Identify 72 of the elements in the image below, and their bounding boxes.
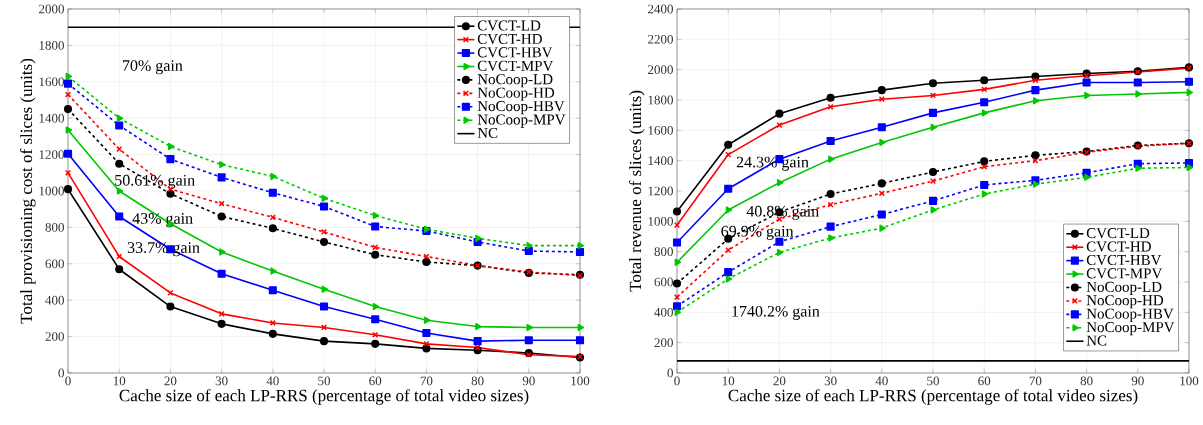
y-axis-title: Total provisioning cost of slices (units) [19, 58, 36, 324]
y-tick-label: 0 [58, 368, 64, 378]
legend-label: CVCT-MPV [477, 60, 554, 71]
legend-label: NoCoop-MPV [477, 114, 566, 128]
x-tick-label: 0 [674, 376, 680, 386]
x-tick-label: 20 [773, 376, 786, 386]
legend-label: CVCT-MPV [1086, 268, 1163, 279]
legend-label: NoCoop-LD [1086, 281, 1162, 295]
legend-label: CVCT-LD [1086, 228, 1150, 239]
x-tick-label: 80 [471, 376, 484, 386]
y-tick-label: 400 [45, 295, 64, 305]
legend-label: NoCoop-HBV [1086, 308, 1174, 322]
y-tick-label: 2000 [648, 65, 673, 75]
x-axis-title: Cache size of each LP-RRS (percentage of total video sizes) [119, 389, 529, 405]
y-tick-label: 200 [45, 332, 64, 341]
x-tick-label: 100 [571, 376, 590, 386]
x-tick-label: 0 [65, 376, 71, 386]
y-tick-label: 2000 [39, 4, 64, 14]
x-tick-label: 70 [1029, 376, 1042, 386]
x-tick-label: 100 [1180, 376, 1199, 386]
y-tick-label: 1400 [648, 156, 673, 166]
x-tick-label: 20 [164, 376, 177, 386]
y-tick-label: 1400 [39, 113, 64, 123]
legend-label: NoCoop-LD [477, 74, 553, 88]
legend-label: NoCoop-MPV [1086, 322, 1175, 336]
legend-label: NC [1086, 335, 1107, 346]
y-tick-label: 0 [667, 368, 673, 378]
y-tick-label: 600 [654, 277, 673, 287]
x-tick-label: 30 [824, 376, 837, 386]
y-tick-label: 1800 [648, 95, 673, 105]
y-tick-label: 400 [654, 307, 673, 317]
legend-label: NoCoop-HBV [477, 101, 565, 115]
x-tick-label: 70 [420, 376, 433, 386]
y-tick-label: 1600 [648, 125, 673, 135]
x-tick-label: 80 [1080, 376, 1093, 386]
legend-label: CVCT-HBV [1086, 254, 1162, 266]
x-tick-label: 40 [266, 376, 279, 386]
y-tick-label: 1200 [39, 150, 64, 159]
x-tick-label: 60 [978, 376, 991, 386]
x-tick-label: 50 [318, 376, 331, 386]
x-tick-label: 50 [927, 376, 939, 386]
x-tick-label: 10 [113, 376, 126, 386]
y-tick-label: 200 [654, 338, 673, 348]
legend-label: NC [477, 127, 498, 138]
annotation: 50.61% gain [115, 174, 195, 189]
legend-label: NoCoop-HD [477, 87, 555, 101]
y-axis-title: Total revenue of slices (units) [629, 90, 645, 292]
x-axis-title: Cache size of each LP-RRS (percentage of total video sizes) [728, 389, 1138, 405]
y-tick-label: 2200 [648, 34, 673, 44]
y-tick-label: 800 [45, 223, 64, 232]
y-tick-label: 1000 [648, 216, 673, 226]
legend-label: CVCT-HD [477, 33, 542, 45]
legend-label: NoCoop-HD [1086, 295, 1164, 309]
y-tick-label: 1000 [39, 186, 64, 196]
y-tick-label: 1800 [39, 41, 64, 50]
annotation: 69.9% gain [721, 225, 794, 240]
y-tick-label: 2400 [648, 4, 673, 14]
x-tick-label: 60 [369, 376, 382, 386]
y-tick-label: 600 [45, 259, 64, 269]
y-tick-label: 1200 [648, 186, 673, 196]
annotation: 1740.2% gain [732, 305, 820, 320]
x-tick-label: 90 [522, 376, 535, 386]
y-tick-label: 1600 [39, 77, 64, 87]
x-tick-label: 30 [215, 376, 228, 386]
legend-label: CVCT-LD [477, 20, 541, 31]
x-tick-label: 10 [722, 376, 735, 386]
annotation: 70% gain [123, 60, 183, 75]
legend-label: CVCT-HBV [477, 47, 553, 58]
x-tick-label: 40 [875, 376, 888, 386]
x-tick-label: 90 [1131, 376, 1144, 386]
legend-label: CVCT-HD [1086, 241, 1151, 252]
y-tick-label: 800 [654, 247, 673, 257]
